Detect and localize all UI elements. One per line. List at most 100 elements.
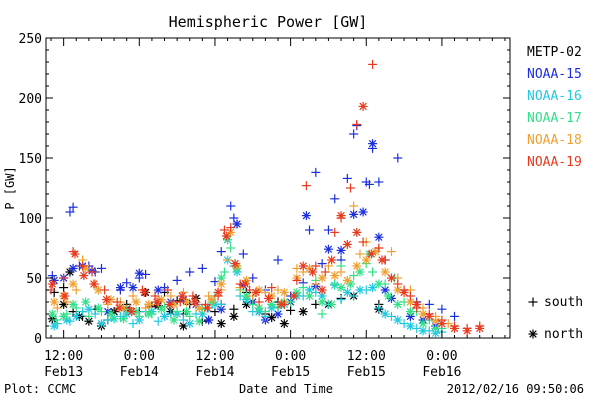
data-point-north	[251, 287, 261, 297]
marker-legend-north: north	[544, 327, 583, 342]
data-point-south	[273, 255, 283, 265]
data-point-north	[405, 321, 415, 331]
data-point-south	[361, 285, 371, 295]
data-point-north	[317, 273, 327, 283]
data-point-south	[197, 263, 207, 273]
data-point-south	[386, 247, 396, 257]
data-point-south	[178, 315, 188, 325]
data-point-north	[119, 314, 129, 324]
legend-item-noaa-17: NOAA-17	[527, 111, 582, 126]
data-point-north	[327, 299, 337, 309]
data-point-south	[229, 213, 239, 223]
data-point-north	[49, 297, 59, 307]
data-point-south	[216, 247, 226, 257]
data-point-north	[393, 299, 403, 309]
plot-timestamp: 2012/02/16 09:50:06	[447, 382, 584, 396]
data-point-south	[352, 119, 362, 129]
data-point-south	[47, 271, 57, 281]
data-point-south	[232, 219, 242, 229]
data-point-south	[147, 309, 157, 319]
data-point-south	[437, 315, 447, 325]
data-point-south	[87, 267, 97, 277]
data-point-south	[336, 213, 346, 223]
data-point-north	[358, 101, 368, 111]
legend-item-noaa-19: NOAA-19	[527, 155, 582, 170]
data-point-south	[210, 277, 220, 287]
data-point-south	[336, 295, 346, 305]
data-point-south	[374, 303, 384, 313]
data-point-south	[450, 321, 460, 331]
data-point-south	[364, 179, 374, 189]
data-point-south	[412, 303, 422, 313]
data-point-north	[204, 315, 214, 325]
data-point-south	[134, 311, 144, 321]
data-point-north	[160, 311, 170, 321]
data-point-north	[308, 267, 318, 277]
series-legend: METP-02 NOAA-15 NOAA-16 NOAA-17 NOAA-18 NOAA-…	[527, 45, 582, 170]
data-point-north	[301, 211, 311, 221]
data-point-south	[292, 275, 302, 285]
data-point-north	[60, 291, 70, 301]
data-point-south	[311, 167, 321, 177]
data-point-south	[226, 223, 236, 233]
data-point-south	[437, 304, 447, 314]
data-point-south	[96, 307, 106, 317]
data-point-south	[68, 202, 78, 212]
x-tick-date-label: Feb15	[271, 365, 310, 380]
chart-title: Hemispheric Power [GW]	[169, 13, 368, 31]
data-point-south	[346, 183, 355, 193]
y-axis-label: P [GW]	[3, 166, 17, 209]
x-tick-time-label: 0:00	[124, 349, 155, 364]
data-point-north	[216, 319, 226, 329]
data-point-north	[279, 287, 289, 297]
data-point-south	[320, 267, 330, 277]
data-point-south	[141, 269, 151, 279]
data-point-north	[386, 273, 396, 283]
data-point-south	[226, 201, 236, 211]
data-point-south	[115, 285, 125, 295]
data-point-south	[128, 291, 138, 301]
data-point-north	[352, 261, 362, 271]
data-point-north	[194, 316, 204, 326]
data-point-north	[177, 291, 187, 301]
data-point-south	[71, 303, 81, 313]
data-point-south	[301, 181, 311, 191]
data-point-south	[298, 283, 308, 293]
data-point-south	[260, 307, 270, 317]
x-tick-date-label: Feb14	[195, 365, 234, 380]
data-point-south	[112, 297, 122, 307]
data-point-north	[327, 255, 337, 265]
data-point-south	[254, 297, 264, 307]
data-point-south	[141, 303, 151, 313]
data-point-north	[68, 279, 78, 289]
south-marker-icon	[528, 297, 538, 307]
data-point-south	[412, 323, 422, 333]
data-point-south	[349, 271, 359, 281]
data-point-north	[182, 297, 192, 307]
data-point-north	[96, 319, 106, 329]
data-point-south	[68, 247, 78, 257]
data-point-south	[323, 225, 333, 235]
data-point-south	[71, 285, 81, 295]
data-point-south	[330, 227, 340, 237]
data-point-south	[248, 299, 258, 309]
data-point-south	[450, 311, 460, 321]
data-point-north	[93, 285, 103, 295]
x-tick-time-label: 0:00	[275, 349, 306, 364]
data-point-south	[62, 309, 72, 319]
data-point-south	[216, 299, 226, 309]
data-point-south	[137, 285, 147, 295]
data-point-south	[245, 285, 255, 295]
legend-item-noaa-15: NOAA-15	[527, 67, 582, 82]
data-point-south	[349, 129, 359, 139]
data-point-north	[317, 285, 327, 295]
data-point-north	[169, 315, 179, 325]
data-point-north	[342, 287, 352, 297]
data-point-south	[229, 304, 239, 314]
data-point-north	[165, 299, 175, 309]
data-point-north	[298, 307, 308, 317]
data-point-south	[342, 173, 352, 183]
legend-item-metp-02: METP-02	[527, 45, 582, 60]
